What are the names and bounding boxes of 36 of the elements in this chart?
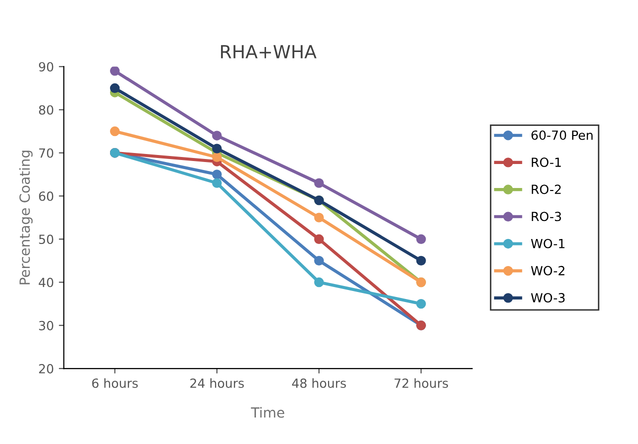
y-axis-title: Percentage Coating (19, 150, 33, 284)
point (110, 126, 120, 136)
point (314, 256, 324, 266)
y-tick-label: 30 (39, 320, 54, 330)
chart-title: RHA+WHA (221, 45, 316, 58)
point (314, 277, 324, 288)
y-tick-label: 50 (39, 234, 54, 244)
x-tick-label: 24 hours (190, 378, 244, 388)
legend-label: 60-70 Pen (531, 130, 593, 140)
point (416, 234, 426, 244)
point (314, 178, 324, 188)
point (416, 298, 426, 309)
point (110, 83, 120, 94)
y-tick-label: 90 (38, 62, 54, 72)
point (212, 178, 222, 188)
x-tick-label: 72 hours (394, 378, 448, 388)
point (110, 66, 120, 76)
point (314, 212, 324, 222)
y-tick-label: 40 (38, 278, 54, 288)
x-tick-label: 48 hours (292, 378, 346, 388)
legend-label: WO-1 (531, 238, 564, 248)
y-tick-label: 70 (39, 148, 54, 158)
point (416, 256, 426, 266)
x-tick-label: 6 hours (92, 378, 138, 388)
legend-label: RO-3 (532, 212, 561, 222)
y-tick-label: 80 (39, 105, 54, 115)
point (314, 234, 324, 244)
legend-label: WO-2 (531, 266, 564, 276)
legend-label: RO-2 (532, 184, 561, 194)
y-tick-label: 60 (39, 191, 54, 201)
legend-label: WO-3 (531, 293, 565, 302)
point (212, 170, 222, 180)
x-axis-title: Time (250, 407, 284, 418)
legend-label: RO-1 (532, 158, 561, 167)
point (212, 130, 222, 140)
y-tick-label: 20 (39, 364, 54, 374)
